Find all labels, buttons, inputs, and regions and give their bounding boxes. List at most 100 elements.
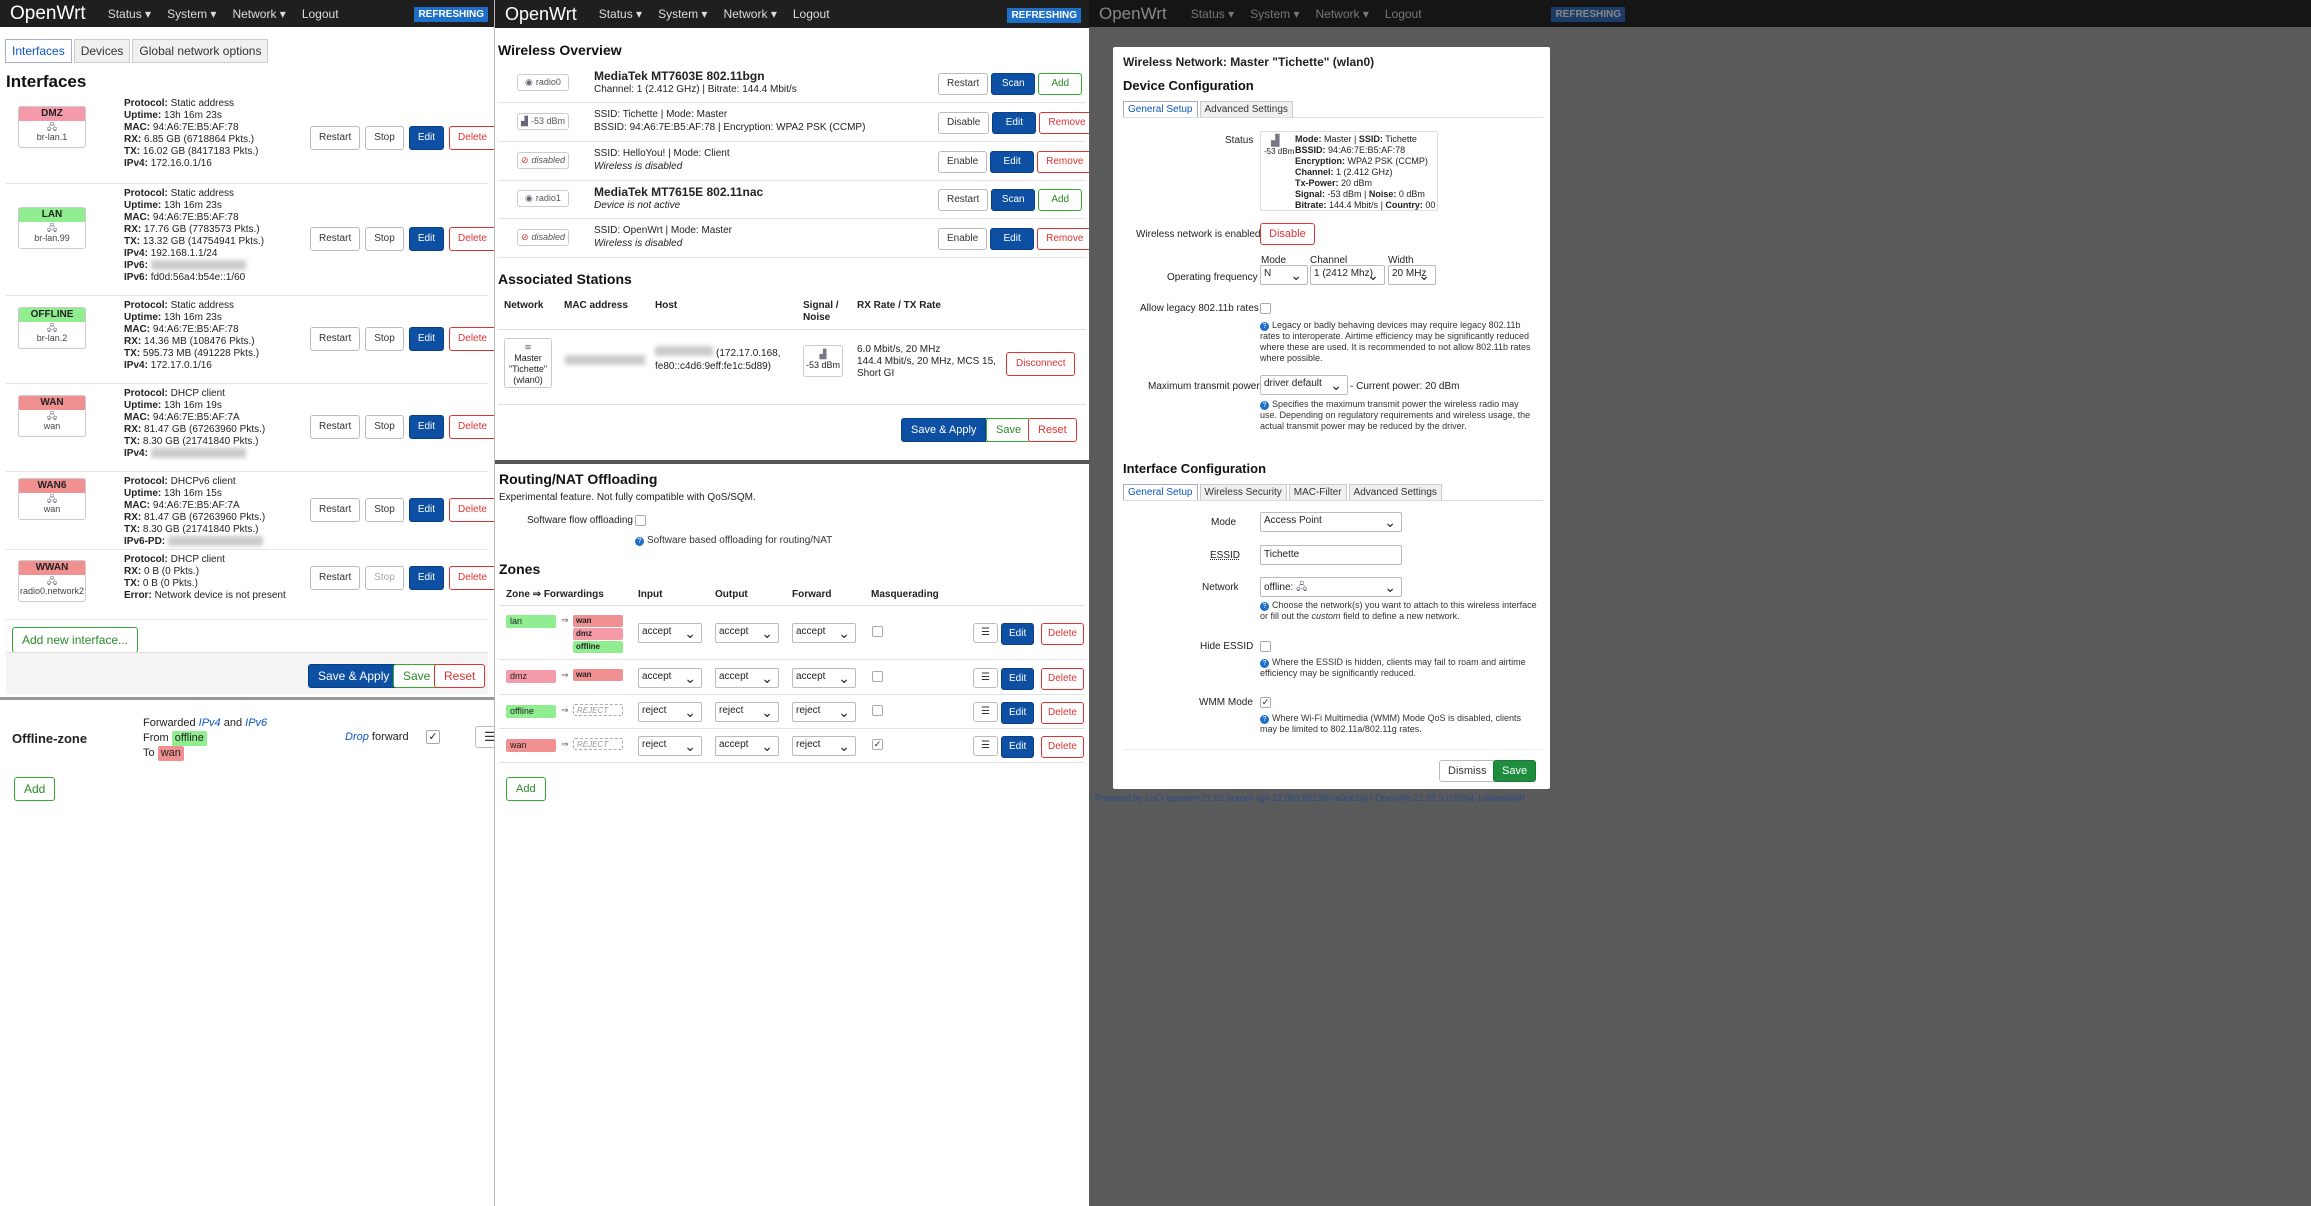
network-select[interactable]: offline: 🖧 (1260, 577, 1402, 597)
delete-button[interactable]: Delete (449, 327, 494, 351)
tab-interfaces[interactable]: Interfaces (5, 39, 72, 63)
edit-button[interactable]: Edit (990, 151, 1035, 173)
tab-devices[interactable]: Devices (73, 39, 131, 63)
edit-button[interactable]: Edit (408, 498, 445, 522)
enable-button[interactable]: Enable (938, 228, 988, 250)
essid-input[interactable]: Tichette (1260, 545, 1402, 565)
edit-button[interactable]: Edit (408, 227, 445, 251)
restart-button[interactable]: Restart (938, 189, 989, 211)
zone-delete-button[interactable]: Delete (1041, 702, 1084, 724)
stop-button[interactable]: Stop (365, 227, 404, 251)
zones-add-button[interactable]: Add (506, 777, 546, 801)
masquerading-checkbox[interactable] (872, 705, 883, 716)
zone-edit-button[interactable]: Edit (1001, 668, 1035, 690)
delete-button[interactable]: Delete (449, 227, 494, 251)
if-tab-macfilter[interactable]: MAC-Filter (1288, 484, 1347, 501)
stop-button[interactable]: Stop (365, 566, 404, 590)
input-policy-select[interactable]: accept (638, 668, 702, 688)
disconnect-button[interactable]: Disconnect (1006, 352, 1076, 376)
forward-policy-select[interactable]: accept (792, 668, 856, 688)
zone-delete-button[interactable]: Delete (1041, 736, 1084, 758)
nav-system[interactable]: System ▾ (167, 6, 217, 21)
middle-nav-network[interactable]: Network ▾ (723, 7, 777, 21)
forward-policy-select[interactable]: accept (792, 623, 856, 643)
legacy-checkbox[interactable] (1260, 303, 1271, 314)
forward-policy-select[interactable]: reject (792, 702, 856, 722)
fw-zone-checkbox[interactable]: ✓ (426, 730, 440, 744)
zone-menu-button[interactable]: ☰ (973, 736, 998, 756)
right-brand[interactable]: OpenWrt (1099, 3, 1167, 23)
remove-button[interactable]: Remove (1037, 228, 1089, 250)
remove-button[interactable]: Remove (1039, 112, 1089, 134)
interface-badge[interactable]: WWAN 🖧 radio0.network2 (18, 560, 86, 602)
nav-status[interactable]: Status ▾ (107, 6, 152, 21)
zone-edit-button[interactable]: Edit (1001, 702, 1035, 724)
stop-button[interactable]: Stop (365, 126, 404, 150)
fw-ipv4-link[interactable]: IPv4 (198, 717, 221, 729)
interface-badge[interactable]: WAN6 🖧 wan (18, 478, 86, 520)
edit-button[interactable]: Edit (408, 126, 445, 150)
dev-tab-general[interactable]: General Setup (1123, 101, 1198, 118)
restart-button[interactable]: Restart (938, 73, 989, 95)
right-nav-logout[interactable]: Logout (1384, 6, 1422, 21)
middle-brand[interactable]: OpenWrt (505, 3, 577, 24)
mode-select[interactable]: N (1260, 265, 1308, 285)
disable-button[interactable]: Disable (938, 112, 990, 134)
middle-nav-system[interactable]: System ▾ (658, 7, 708, 21)
masquerading-checkbox[interactable] (872, 626, 883, 637)
right-nav-status[interactable]: Status ▾ (1190, 6, 1235, 21)
power-select[interactable]: driver default (1260, 375, 1348, 395)
middle-nav-logout[interactable]: Logout (792, 7, 830, 21)
output-policy-select[interactable]: reject (715, 702, 779, 722)
stop-button[interactable]: Stop (365, 498, 404, 522)
edit-button[interactable]: Edit (992, 112, 1037, 134)
dismiss-button[interactable]: Dismiss (1439, 760, 1496, 782)
add-button[interactable]: Add (1038, 73, 1083, 95)
restart-button[interactable]: Restart (310, 415, 361, 439)
input-policy-select[interactable]: accept (638, 623, 702, 643)
delete-button[interactable]: Delete (449, 415, 494, 439)
stop-button[interactable]: Stop (365, 327, 404, 351)
fw-drop-link[interactable]: Drop (345, 731, 369, 743)
add-interface-button[interactable]: Add new interface... (12, 627, 139, 653)
hide-essid-checkbox[interactable] (1260, 641, 1271, 652)
edit-button[interactable]: Edit (408, 566, 445, 590)
right-nav-system[interactable]: System ▾ (1250, 6, 1300, 21)
scan-button[interactable]: Scan (991, 73, 1036, 95)
output-policy-select[interactable]: accept (715, 668, 779, 688)
wmm-checkbox[interactable]: ✓ (1260, 697, 1271, 708)
restart-button[interactable]: Restart (310, 126, 361, 150)
masquerading-checkbox[interactable]: ✓ (872, 739, 883, 750)
fw-ipv6-link[interactable]: IPv6 (245, 717, 268, 729)
middle-save-button[interactable]: Save (986, 418, 1032, 442)
save-button[interactable]: Save (393, 664, 441, 688)
edit-button[interactable]: Edit (408, 415, 445, 439)
if-mode-select[interactable]: Access Point (1260, 512, 1402, 532)
zone-delete-button[interactable]: Delete (1041, 668, 1084, 690)
input-policy-select[interactable]: reject (638, 702, 702, 722)
restart-button[interactable]: Restart (310, 566, 361, 590)
interface-badge[interactable]: OFFLINE 🖧 br-lan.2 (18, 307, 86, 349)
nav-network[interactable]: Network ▾ (232, 6, 286, 21)
add-button[interactable]: Add (1038, 189, 1083, 211)
delete-button[interactable]: Delete (449, 498, 494, 522)
fw-add-button[interactable]: Add (14, 777, 56, 801)
zone-delete-button[interactable]: Delete (1041, 623, 1084, 645)
middle-save-apply-button[interactable]: Save & Apply (901, 418, 987, 442)
scan-button[interactable]: Scan (991, 189, 1036, 211)
modal-save-button[interactable]: Save (1493, 760, 1537, 782)
output-policy-select[interactable]: accept (715, 623, 779, 643)
right-nav-network[interactable]: Network ▾ (1315, 6, 1369, 21)
tab-global-options[interactable]: Global network options (132, 39, 269, 63)
stop-button[interactable]: Stop (365, 415, 404, 439)
zone-menu-button[interactable]: ☰ (973, 623, 998, 643)
edit-button[interactable]: Edit (408, 327, 445, 351)
zone-edit-button[interactable]: Edit (1001, 736, 1035, 758)
delete-button[interactable]: Delete (449, 566, 494, 590)
nav-logout[interactable]: Logout (301, 6, 339, 21)
middle-refreshing-badge[interactable]: REFRESHING (1007, 8, 1081, 23)
reset-button[interactable]: Reset (434, 664, 486, 688)
if-tab-general[interactable]: General Setup (1123, 484, 1198, 501)
restart-button[interactable]: Restart (310, 498, 361, 522)
dev-tab-advanced[interactable]: Advanced Settings (1199, 101, 1293, 118)
